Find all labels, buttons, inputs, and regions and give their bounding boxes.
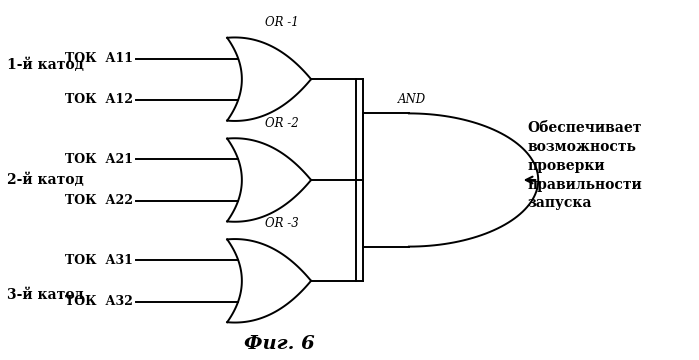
Text: 1-й катод: 1-й катод (7, 58, 84, 72)
Text: OR -1: OR -1 (265, 16, 298, 29)
Text: AND: AND (398, 93, 426, 106)
Text: ТОК  А12: ТОК А12 (65, 93, 133, 107)
Text: ТОК  А31: ТОК А31 (65, 253, 133, 267)
Text: ТОК  А21: ТОК А21 (65, 153, 133, 166)
Text: Фиг. 6: Фиг. 6 (244, 335, 315, 353)
Text: OR -3: OR -3 (265, 217, 298, 230)
Text: ТОК  А11: ТОК А11 (65, 52, 133, 65)
Text: 2-й катод: 2-й катод (7, 173, 84, 187)
Text: ТОК  А22: ТОК А22 (65, 194, 133, 207)
Text: 3-й катод: 3-й катод (7, 288, 84, 302)
Text: OR -2: OR -2 (265, 117, 298, 130)
Text: ТОК  А32: ТОК А32 (65, 295, 133, 308)
Text: Обеспечивает
возможность
проверки
правильности
запуска: Обеспечивает возможность проверки правил… (528, 121, 642, 211)
